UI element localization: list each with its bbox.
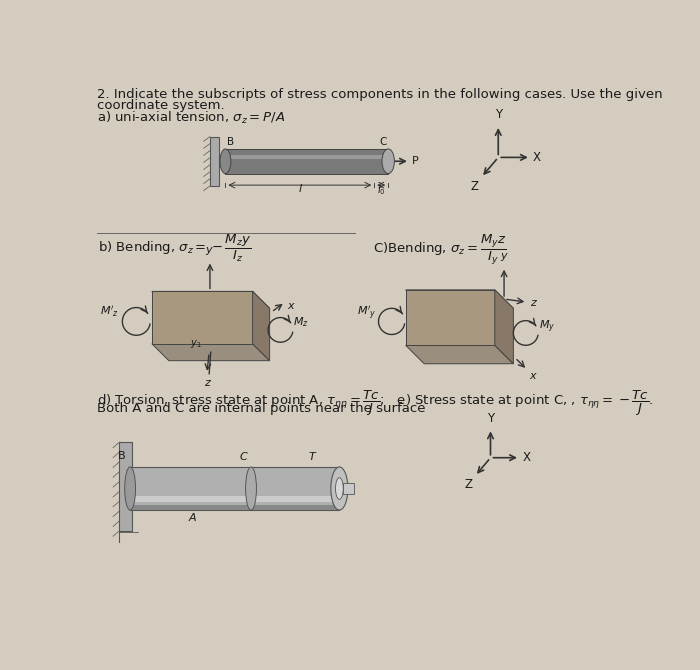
Bar <box>225 155 388 159</box>
Bar <box>130 496 340 502</box>
Polygon shape <box>152 291 270 308</box>
Polygon shape <box>405 345 513 364</box>
Text: Y: Y <box>487 411 494 425</box>
Text: a) uni-axial tension, $\sigma_z = P/A$: a) uni-axial tension, $\sigma_z = P/A$ <box>97 110 285 126</box>
Text: B: B <box>227 137 234 147</box>
Text: $l_0$: $l_0$ <box>377 184 386 198</box>
Ellipse shape <box>335 478 343 499</box>
Text: X: X <box>533 151 541 164</box>
Text: Z: Z <box>471 180 479 194</box>
Bar <box>130 467 340 510</box>
Text: l: l <box>298 184 302 194</box>
Ellipse shape <box>246 467 256 510</box>
Polygon shape <box>152 291 253 344</box>
Ellipse shape <box>220 149 231 174</box>
Text: Y: Y <box>495 109 502 121</box>
Bar <box>225 149 388 174</box>
Bar <box>119 442 132 531</box>
Polygon shape <box>253 291 270 360</box>
Text: Both A and C are internal points near the surface: Both A and C are internal points near th… <box>97 402 426 415</box>
Ellipse shape <box>125 467 136 510</box>
Text: C)Bending, $\sigma_z = \dfrac{M_y z}{I_y}$: C)Bending, $\sigma_z = \dfrac{M_y z}{I_y… <box>372 233 506 267</box>
Text: $M'_y$: $M'_y$ <box>356 305 376 322</box>
Polygon shape <box>152 344 270 360</box>
Text: $y_1$: $y_1$ <box>190 338 202 350</box>
Text: b) Bending, $\sigma_z = -\dfrac{M_z y}{I_z}$: b) Bending, $\sigma_z = -\dfrac{M_z y}{I… <box>98 233 252 264</box>
Text: Z: Z <box>465 478 472 492</box>
Ellipse shape <box>331 467 348 510</box>
Text: coordinate system.: coordinate system. <box>97 99 225 112</box>
Text: 2. Indicate the subscripts of stress components in the following cases. Use the : 2. Indicate the subscripts of stress com… <box>97 88 662 101</box>
Text: $z$: $z$ <box>530 298 538 308</box>
Text: C: C <box>379 137 386 147</box>
Bar <box>225 149 388 154</box>
Text: d) Torsion, stress state at point A, $\tau_{\eta\eta} = \dfrac{Tc}{J}$;   e) Str: d) Torsion, stress state at point A, $\t… <box>97 389 653 417</box>
Text: T: T <box>309 452 316 462</box>
Bar <box>210 137 219 186</box>
Text: P: P <box>412 156 418 166</box>
Bar <box>130 505 340 510</box>
Text: C: C <box>239 452 247 462</box>
Bar <box>343 483 354 494</box>
Text: $x$: $x$ <box>529 371 538 381</box>
Text: A: A <box>189 513 197 523</box>
Text: $x$: $x$ <box>287 301 295 311</box>
Text: $y$: $y$ <box>206 245 214 257</box>
Text: $M'_z$: $M'_z$ <box>100 304 119 319</box>
Text: $y$: $y$ <box>500 251 509 263</box>
Text: X: X <box>522 451 531 464</box>
Polygon shape <box>405 290 495 345</box>
Text: $M_z$: $M_z$ <box>293 316 309 329</box>
Ellipse shape <box>382 149 394 174</box>
Text: $z$: $z$ <box>204 378 211 388</box>
Text: B: B <box>118 451 125 461</box>
Polygon shape <box>495 290 513 364</box>
Text: $M_y$: $M_y$ <box>539 319 555 335</box>
Polygon shape <box>405 290 513 308</box>
